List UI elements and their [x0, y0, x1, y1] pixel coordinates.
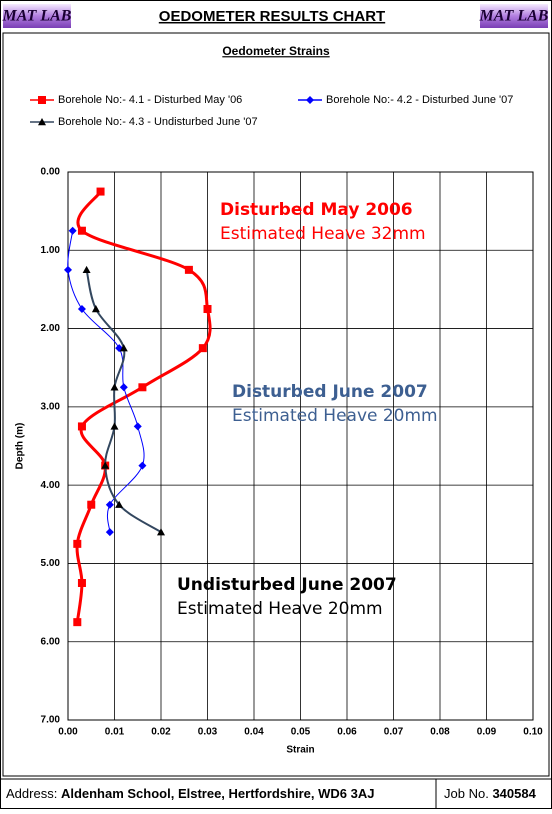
marker [157, 528, 165, 536]
marker [138, 461, 147, 470]
marker [77, 305, 86, 313]
y-tick-label: 5.00 [41, 558, 61, 569]
marker [203, 305, 212, 313]
y-tick-label: 3.00 [41, 401, 61, 412]
job-label: Job No. [444, 786, 489, 801]
x-tick-label: 0.05 [291, 727, 311, 738]
y-tick-label: 7.00 [41, 715, 61, 726]
marker [110, 422, 119, 430]
annotation: Estimated Heave 20mm [177, 599, 383, 619]
marker [110, 383, 119, 391]
x-tick-label: 0.09 [477, 727, 497, 738]
marker [198, 344, 207, 353]
marker [138, 383, 147, 392]
footer-job: Job No. 340584 [444, 786, 537, 801]
logo: MAT LAB [479, 8, 549, 25]
marker [105, 528, 114, 537]
marker [91, 305, 100, 313]
marker [82, 265, 91, 274]
x-tick-label: 0.04 [244, 727, 264, 738]
logo-box [3, 4, 71, 28]
footer-text: Address: Aldenham School, Elstree, Hertf… [6, 786, 374, 801]
annotation: Estimated Heave 20mm [232, 406, 438, 426]
marker [119, 383, 128, 392]
logo: MAT LAB [2, 8, 72, 25]
marker [96, 187, 105, 196]
marker [77, 579, 86, 587]
y-tick-label: 0.00 [41, 167, 61, 178]
chart-title: Oedometer Strains [222, 44, 330, 58]
marker [64, 265, 72, 274]
x-tick-label: 0.08 [430, 727, 450, 738]
annotation: Disturbed June 2007 [232, 382, 428, 402]
marker [87, 500, 96, 509]
y-tick-label: 2.00 [41, 323, 61, 334]
address-label: Address: [6, 786, 57, 801]
marker [119, 344, 128, 352]
chart-frame [2, 32, 550, 777]
marker [68, 226, 77, 235]
marker [73, 539, 82, 548]
y-tick-label: 1.00 [41, 245, 61, 256]
x-tick-label: 0.00 [58, 727, 78, 738]
marker [115, 500, 124, 508]
x-tick-label: 0.02 [151, 727, 171, 738]
x-tick-label: 0.06 [337, 727, 357, 738]
logo-box [480, 4, 548, 28]
marker [306, 96, 314, 104]
x-axis-label: Strain [286, 745, 314, 756]
marker [101, 461, 110, 469]
address: Aldenham School, Elstree, Hertfordshire,… [61, 786, 375, 801]
annotation: Undisturbed June 2007 [177, 575, 397, 595]
marker [73, 618, 82, 627]
marker [38, 96, 46, 104]
y-tick-label: 4.00 [41, 480, 61, 491]
legend-label: Borehole No:- 4.1 - Disturbed May '06 [58, 94, 242, 106]
x-tick-label: 0.01 [105, 727, 125, 738]
legend-label: Borehole No:- 4.2 - Disturbed June '07 [326, 94, 513, 106]
marker [105, 500, 114, 509]
x-tick-label: 0.07 [384, 727, 404, 738]
job-number: 340584 [492, 786, 536, 801]
series-line [85, 269, 162, 533]
marker [38, 118, 46, 126]
page-title: OEDOMETER RESULTS CHART [159, 8, 385, 25]
marker [77, 422, 86, 431]
marker [133, 422, 142, 431]
legend-label: Borehole No:- 4.3 - Undisturbed June '07 [58, 116, 258, 128]
y-tick-label: 6.00 [41, 636, 61, 647]
annotation: Disturbed May 2006 [220, 200, 413, 220]
x-tick-label: 0.10 [523, 727, 543, 738]
annotation: Estimated Heave 32mm [220, 224, 426, 244]
marker [184, 265, 193, 274]
x-tick-label: 0.03 [198, 727, 218, 738]
y-axis-label: Depth (m) [15, 423, 26, 470]
marker [77, 226, 86, 235]
